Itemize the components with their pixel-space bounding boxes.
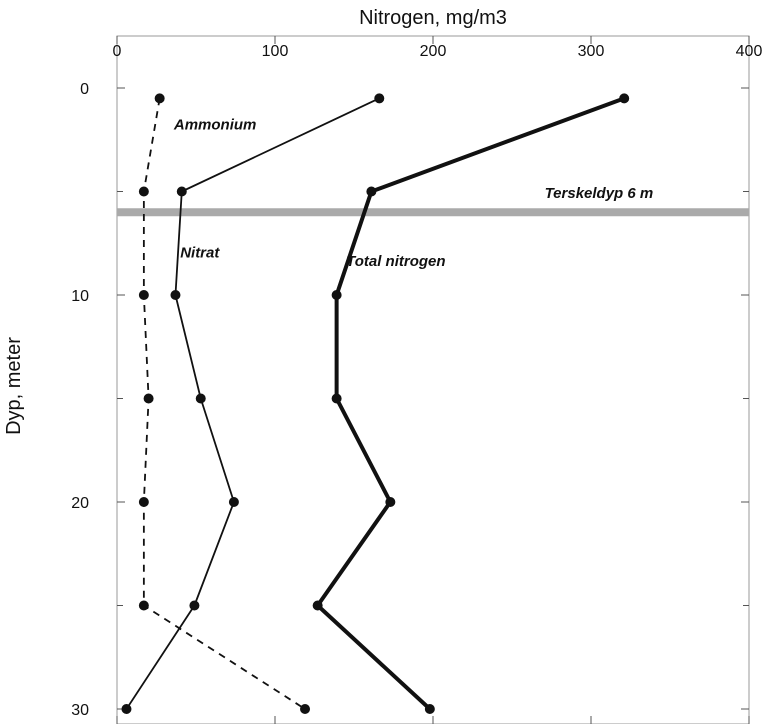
series-1-point-0 (374, 93, 385, 104)
series-group (121, 93, 630, 714)
x-axis-title: Nitrogen, mg/m3 (359, 7, 507, 29)
series-0-point-2 (138, 290, 149, 300)
plot-frame (116, 35, 750, 724)
series-2-point-4 (385, 497, 396, 507)
series-labels: Ammonium Nitrat Total nitrogen (173, 116, 446, 270)
series-1-point-3 (195, 393, 206, 404)
x-tick-label-2: 200 (420, 43, 447, 60)
series-2-point-6 (424, 704, 435, 714)
series-2-point-0 (619, 93, 630, 104)
series-label-0: Ammonium (173, 116, 257, 133)
series-0-point-1 (138, 186, 149, 197)
series-1-point-1 (176, 186, 187, 197)
series-0-point-3 (143, 393, 154, 404)
series-line-0 (142, 98, 306, 710)
series-label-1: Nitrat (180, 245, 220, 262)
reference-depth-label: Terskeldyp 6 m (545, 185, 654, 202)
x-tick-label-1: 100 (262, 43, 289, 60)
series-0-point-5 (138, 600, 149, 611)
series-2-point-1 (366, 186, 377, 197)
series-0-point-0 (154, 93, 165, 104)
series-0-point-6 (300, 704, 311, 714)
y-tick-label-2: 20 (71, 495, 89, 512)
series-1-point-5 (189, 600, 200, 611)
series-2-point-2 (331, 290, 342, 300)
y-axis-title: Dyp, meter (3, 337, 25, 435)
y-tick-label-1: 10 (71, 288, 89, 305)
series-2-point-3 (331, 393, 342, 404)
series-2-point-5 (312, 600, 323, 611)
x-tick-label-4: 400 (736, 43, 763, 60)
x-tick-label-0: 0 (113, 43, 122, 60)
x-tick-label-3: 300 (578, 43, 605, 60)
series-1-point-4 (228, 497, 239, 507)
series-0-point-4 (138, 497, 149, 507)
series-1-point-6 (121, 704, 132, 714)
series-1-point-2 (170, 290, 181, 300)
y-tick-label-0: 0 (80, 81, 89, 98)
series-label-2: Total nitrogen (346, 253, 445, 270)
y-tick-label-3: 30 (71, 702, 89, 719)
axis-ticks: 0 100 200 300 400 0 10 20 30 (71, 36, 762, 724)
